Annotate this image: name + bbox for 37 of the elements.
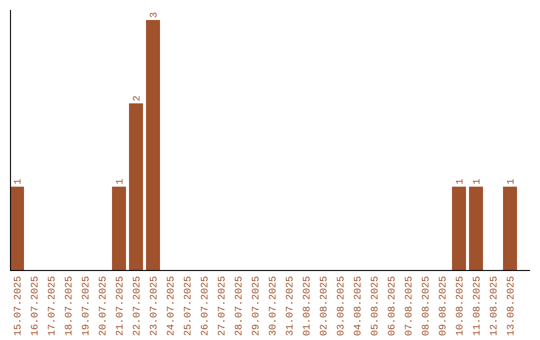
x-tick-label: 28.07.2025 [234,276,246,336]
data-label: 1 [116,178,126,185]
x-tick-label: 29.07.2025 [252,276,262,336]
x-tick-label: 12.08.2025 [490,276,500,336]
x-tick-label: 24.07.2025 [166,276,178,336]
x-tick-label: 02.08.2025 [320,276,330,336]
x-tick-label: 06.08.2025 [388,276,398,336]
x-tick-label: 07.08.2025 [404,276,416,336]
x-tick-label: 19.07.2025 [82,276,92,336]
x-tick-label: 20.07.2025 [98,276,110,336]
x-tick-label: 08.08.2025 [422,276,432,336]
data-label: 1 [472,178,484,185]
x-tick-label: 17.07.2025 [48,276,58,336]
data-label: 3 [150,12,160,18]
x-tick-label: 18.07.2025 [64,276,76,336]
x-tick-label: 10.08.2025 [456,276,466,336]
x-tick-label: 09.08.2025 [438,276,450,336]
x-tick-label: 03.08.2025 [336,276,348,336]
x-tick-label: 11.08.2025 [472,276,484,336]
x-tick-label: 27.07.2025 [218,276,228,336]
x-tick-label: 26.07.2025 [200,276,212,336]
x-tick-label: 01.08.2025 [302,276,314,336]
x-tick-label: 05.08.2025 [370,276,382,336]
x-tick-label: 22.07.2025 [132,276,144,336]
x-tick-label: 16.07.2025 [30,276,42,336]
data-label: 1 [14,178,24,185]
x-tick-label: 21.07.2025 [116,276,126,336]
x-tick-label: 31.07.2025 [286,276,296,336]
x-tick-label: 30.07.2025 [268,276,280,336]
data-label: 1 [506,178,518,185]
x-tick-label: 15.07.2025 [14,276,24,336]
x-tick-label: 23.07.2025 [150,276,160,336]
x-tick-label: 04.08.2025 [354,276,364,336]
data-label: 2 [132,95,144,102]
x-tick-label: 13.08.2025 [506,276,518,336]
data-label: 1 [456,178,466,185]
x-tick-label: 25.07.2025 [184,276,194,336]
